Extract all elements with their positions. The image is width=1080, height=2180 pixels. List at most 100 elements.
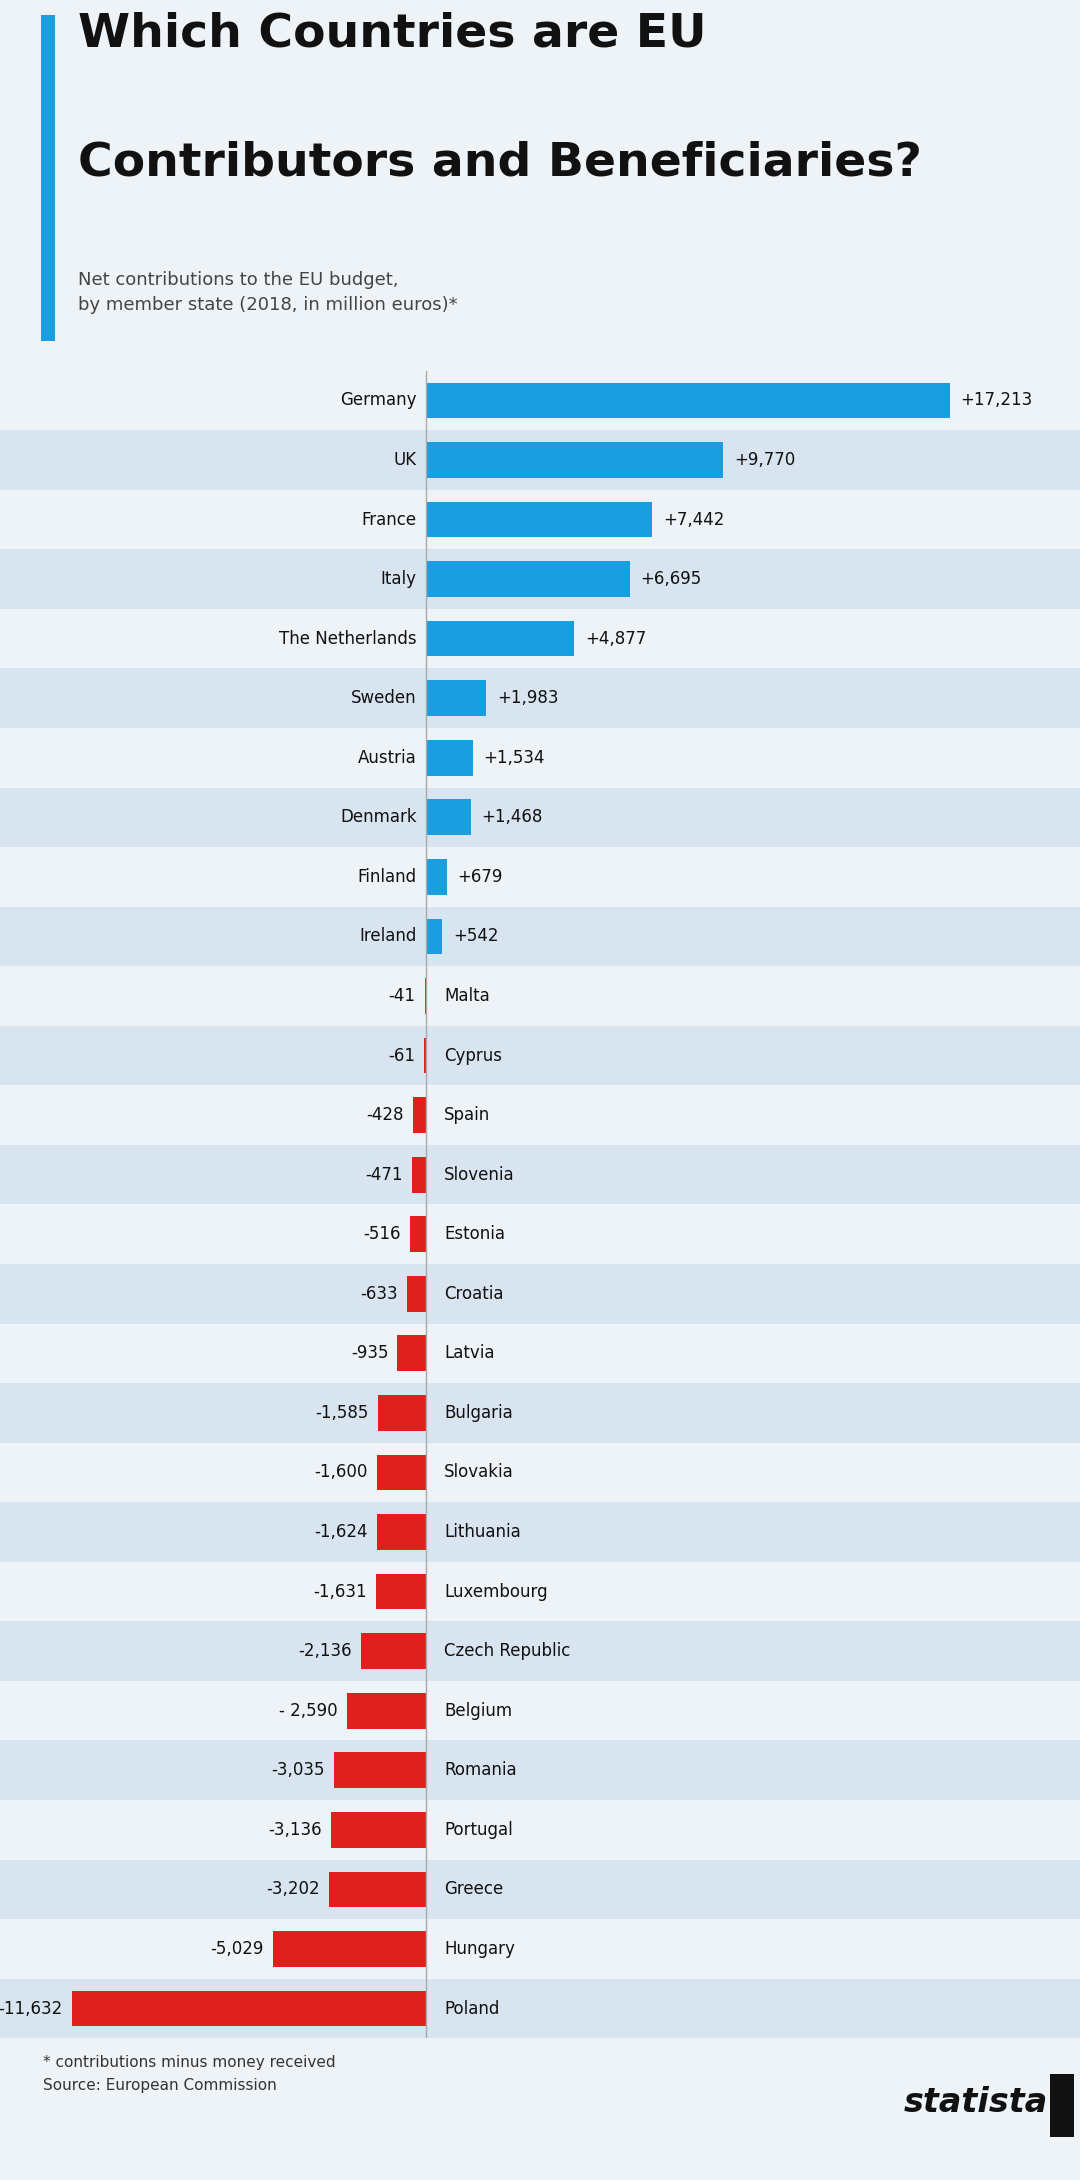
Text: -1,631: -1,631 <box>313 1583 367 1600</box>
Bar <box>0 1502 1080 1561</box>
Text: -1,585: -1,585 <box>315 1404 368 1421</box>
Bar <box>0 848 1080 907</box>
Bar <box>0 490 1080 549</box>
Text: Malta: Malta <box>444 988 490 1005</box>
Text: -2,136: -2,136 <box>298 1642 352 1661</box>
Text: Ireland: Ireland <box>360 926 417 946</box>
Bar <box>426 382 949 419</box>
Bar <box>347 1694 426 1729</box>
Bar <box>377 1454 426 1491</box>
Bar <box>426 800 471 835</box>
Text: Estonia: Estonia <box>444 1225 505 1243</box>
Bar <box>0 1561 1080 1622</box>
Text: +17,213: +17,213 <box>960 392 1032 410</box>
Bar <box>0 549 1080 608</box>
Text: Denmark: Denmark <box>340 809 417 826</box>
Text: Sweden: Sweden <box>351 689 417 706</box>
Text: +1,983: +1,983 <box>497 689 558 706</box>
Bar <box>426 621 575 656</box>
Bar <box>72 1990 426 2027</box>
Bar <box>361 1633 426 1670</box>
Text: Hungary: Hungary <box>444 1940 515 1958</box>
Bar <box>334 1753 426 1788</box>
Text: Lithuania: Lithuania <box>444 1524 521 1541</box>
Text: Romania: Romania <box>444 1761 517 1779</box>
Text: +679: +679 <box>457 868 502 885</box>
Text: Greece: Greece <box>444 1881 503 1899</box>
Bar <box>0 1740 1080 1801</box>
Text: -428: -428 <box>366 1105 404 1125</box>
Bar <box>377 1515 426 1550</box>
Text: -5,029: -5,029 <box>211 1940 264 1958</box>
Bar <box>330 1812 426 1849</box>
Bar <box>413 1097 426 1134</box>
Bar <box>1050 2073 1074 2136</box>
Text: Belgium: Belgium <box>444 1703 512 1720</box>
Bar <box>0 966 1080 1027</box>
Bar <box>0 1382 1080 1443</box>
Bar <box>426 680 486 715</box>
Bar <box>328 1870 426 1908</box>
Text: +6,695: +6,695 <box>640 569 702 589</box>
Bar <box>0 1443 1080 1502</box>
Bar <box>0 1681 1080 1740</box>
Text: Contributors and Beneficiaries?: Contributors and Beneficiaries? <box>78 142 921 185</box>
Text: Poland: Poland <box>444 1999 500 2017</box>
Text: Cyprus: Cyprus <box>444 1046 502 1064</box>
Bar <box>378 1395 426 1430</box>
Text: Luxembourg: Luxembourg <box>444 1583 548 1600</box>
Text: Slovakia: Slovakia <box>444 1463 514 1482</box>
Bar <box>273 1931 426 1966</box>
Bar <box>0 787 1080 848</box>
Bar <box>0 1918 1080 1979</box>
Bar <box>0 608 1080 669</box>
Text: -11,632: -11,632 <box>0 1999 63 2017</box>
Text: +4,877: +4,877 <box>585 630 646 647</box>
Bar <box>426 739 473 776</box>
Bar <box>0 1801 1080 1860</box>
Bar <box>0 1622 1080 1681</box>
Text: Net contributions to the EU budget,
by member state (2018, in million euros)*: Net contributions to the EU budget, by m… <box>78 270 458 314</box>
Text: Czech Republic: Czech Republic <box>444 1642 570 1661</box>
Text: Italy: Italy <box>381 569 417 589</box>
Text: -3,202: -3,202 <box>266 1881 320 1899</box>
Text: Which Countries are EU: Which Countries are EU <box>78 11 706 57</box>
Text: -3,136: -3,136 <box>268 1820 322 1840</box>
Text: France: France <box>362 510 417 528</box>
Bar <box>0 1027 1080 1086</box>
Bar <box>426 443 724 477</box>
Text: -516: -516 <box>364 1225 401 1243</box>
Text: -61: -61 <box>388 1046 415 1064</box>
Bar <box>0 1323 1080 1382</box>
Text: -41: -41 <box>389 988 416 1005</box>
Bar <box>426 501 652 538</box>
Text: Bulgaria: Bulgaria <box>444 1404 513 1421</box>
Text: Portugal: Portugal <box>444 1820 513 1840</box>
Bar <box>397 1336 426 1371</box>
Text: Latvia: Latvia <box>444 1345 495 1362</box>
Text: - 2,590: - 2,590 <box>280 1703 338 1720</box>
Bar <box>0 728 1080 787</box>
Text: -3,035: -3,035 <box>271 1761 324 1779</box>
Bar <box>0 1860 1080 1918</box>
Text: +1,534: +1,534 <box>483 748 544 767</box>
Text: +1,468: +1,468 <box>482 809 542 826</box>
Text: -633: -633 <box>360 1284 397 1304</box>
Text: UK: UK <box>394 451 417 469</box>
Text: The Netherlands: The Netherlands <box>279 630 417 647</box>
Text: -1,624: -1,624 <box>314 1524 367 1541</box>
Bar <box>0 1979 1080 2038</box>
Bar <box>41 15 55 340</box>
Bar <box>0 1144 1080 1206</box>
Text: * contributions minus money received
Source: European Commission: * contributions minus money received Sou… <box>43 2056 336 2093</box>
Bar <box>424 979 426 1014</box>
Text: +542: +542 <box>453 926 499 946</box>
Text: +7,442: +7,442 <box>663 510 725 528</box>
Text: Slovenia: Slovenia <box>444 1166 515 1184</box>
Bar <box>0 429 1080 490</box>
Bar <box>0 907 1080 966</box>
Text: -471: -471 <box>365 1166 403 1184</box>
Bar <box>0 1206 1080 1264</box>
Text: -935: -935 <box>351 1345 389 1362</box>
Text: -1,600: -1,600 <box>314 1463 368 1482</box>
